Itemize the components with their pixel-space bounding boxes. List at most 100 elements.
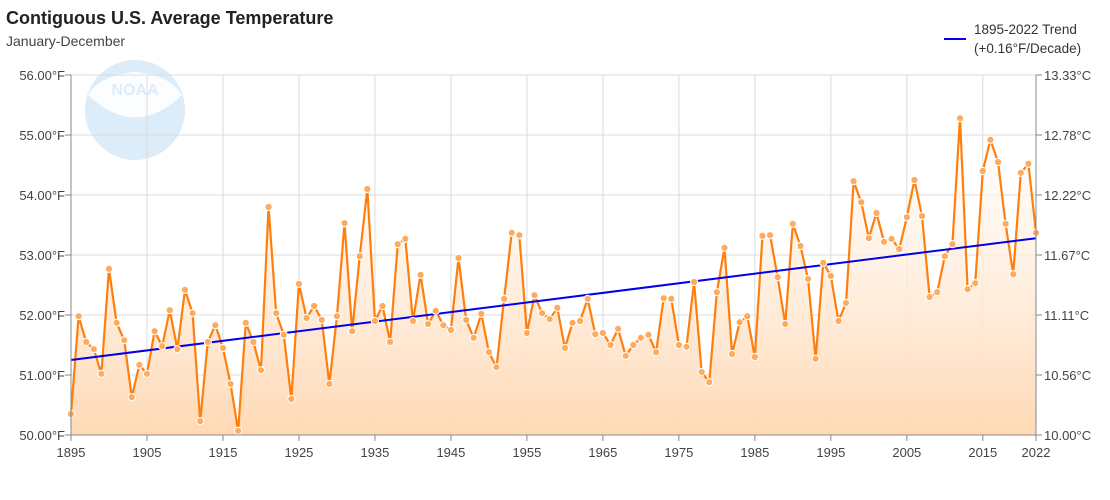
- y-tick-label-right: 11.11°C: [1044, 308, 1089, 323]
- y-tick-label-right: 12.78°C: [1044, 128, 1091, 143]
- data-point-1930: [332, 312, 342, 321]
- data-point-1953: [507, 228, 516, 237]
- x-tick-label: 1945: [436, 445, 465, 460]
- data-point-1994: [819, 258, 828, 267]
- trend-line: [70, 237, 1037, 361]
- data-point-1931: [340, 219, 349, 228]
- data-point-1914: [211, 321, 220, 330]
- data-point-2008: [925, 292, 934, 302]
- x-tick-label: 1955: [512, 445, 541, 460]
- data-point-1924: [287, 394, 296, 404]
- x-tick-label: 1995: [816, 445, 845, 460]
- data-point-1902: [120, 336, 129, 345]
- data-point-1934: [363, 184, 372, 194]
- y-tick-label-right: 10.56°C: [1044, 368, 1091, 383]
- data-point-1938: [393, 240, 402, 249]
- data-point-2001: [872, 208, 881, 218]
- data-point-1942: [424, 319, 433, 329]
- data-point-1990: [788, 219, 797, 228]
- data-point-1984: [743, 312, 752, 321]
- data-point-1982: [727, 349, 737, 359]
- data-point-1947: [462, 315, 471, 324]
- data-point-1943: [431, 306, 440, 315]
- data-point-1949: [477, 309, 486, 318]
- data-point-1983: [735, 318, 744, 327]
- data-point-1936: [378, 301, 387, 311]
- legend-trend-label: 1895-2022 Trend: [974, 22, 1077, 37]
- data-point-1907: [158, 342, 167, 351]
- data-point-1972: [651, 348, 661, 357]
- y-tick-label-left: 56.00°F: [19, 68, 65, 83]
- data-point-1920: [256, 366, 266, 375]
- data-point-1908: [165, 306, 174, 315]
- data-point-1944: [439, 321, 448, 330]
- data-point-2013: [963, 285, 972, 294]
- data-point-1903: [127, 393, 136, 402]
- data-point-1921: [264, 202, 273, 212]
- data-point-2004: [895, 244, 904, 254]
- data-point-1988: [773, 273, 782, 282]
- x-tick-label: 2015: [968, 445, 997, 460]
- y-tick-label-right: 12.22°C: [1044, 188, 1091, 203]
- data-point-2010: [940, 252, 949, 261]
- x-tick-label: 1965: [588, 445, 617, 460]
- data-point-1926: [302, 313, 311, 323]
- data-point-1997: [841, 298, 851, 308]
- data-point-1897: [82, 337, 91, 347]
- data-point-1904: [135, 360, 144, 369]
- data-point-1927: [310, 301, 319, 311]
- data-point-1992: [803, 274, 813, 284]
- data-point-1941: [416, 270, 425, 279]
- data-point-1905: [142, 369, 152, 378]
- x-tick-label: 1915: [209, 445, 238, 460]
- data-point-1932: [348, 327, 357, 336]
- data-point-1961: [568, 318, 577, 327]
- data-point-1945: [446, 325, 456, 335]
- data-point-1995: [826, 271, 835, 281]
- data-point-1937: [386, 337, 395, 347]
- y-tick-label-right: 13.33°C: [1044, 68, 1091, 83]
- data-point-2007: [917, 211, 927, 221]
- data-point-1962: [575, 316, 585, 326]
- data-point-1946: [454, 253, 463, 263]
- data-point-2020: [1016, 168, 1025, 177]
- data-point-1975: [674, 340, 683, 350]
- x-tick-label: 1985: [740, 445, 769, 460]
- x-tick-label: 1925: [284, 445, 313, 460]
- data-point-2000: [864, 234, 873, 243]
- data-point-1906: [150, 327, 159, 336]
- x-tick-label: 2022: [1022, 445, 1051, 460]
- data-point-2018: [1001, 219, 1010, 228]
- data-point-1919: [249, 337, 258, 347]
- temperature-line: [69, 118, 1038, 431]
- data-point-1935: [370, 316, 380, 326]
- data-point-1912: [196, 417, 205, 426]
- data-point-1900: [104, 264, 114, 273]
- y-tick-label-left: 53.00°F: [19, 248, 65, 263]
- data-point-1915: [218, 343, 228, 353]
- data-point-1964: [591, 330, 600, 339]
- data-point-1993: [811, 354, 820, 363]
- data-point-2017: [993, 157, 1003, 167]
- data-point-1978: [697, 367, 706, 377]
- data-point-1969: [629, 340, 638, 350]
- data-point-1981: [720, 243, 729, 252]
- data-point-1896: [74, 312, 83, 321]
- legend[interactable]: 1895-2022 Trend (+0.16°F/Decade): [944, 20, 1081, 58]
- data-point-1951: [492, 363, 501, 372]
- data-point-2012: [955, 114, 965, 123]
- y-tick-label-left: 54.00°F: [19, 188, 65, 203]
- data-point-1923: [279, 330, 288, 339]
- data-point-1910: [180, 285, 190, 294]
- data-point-1958: [545, 315, 554, 324]
- x-tick-label: 1935: [360, 445, 389, 460]
- data-point-1933: [355, 252, 364, 261]
- data-point-1963: [583, 294, 592, 303]
- data-point-2006: [910, 175, 919, 185]
- data-point-1898: [89, 345, 98, 354]
- chart-subtitle: January-December: [6, 33, 126, 49]
- x-tick-label: 2005: [892, 445, 921, 460]
- data-point-1989: [781, 319, 790, 329]
